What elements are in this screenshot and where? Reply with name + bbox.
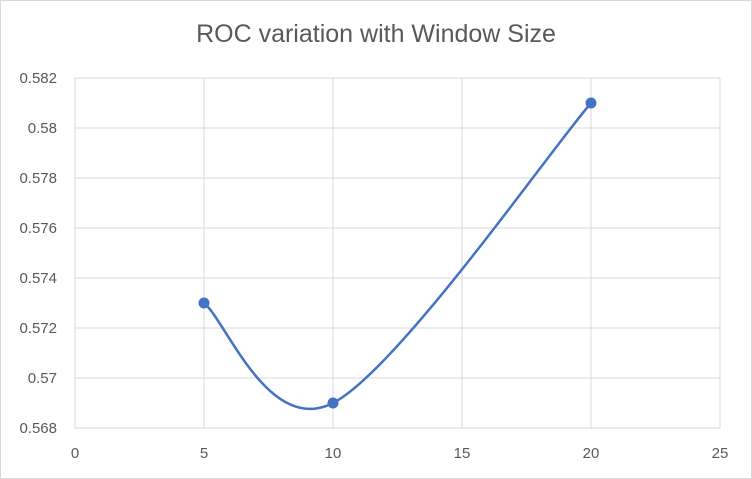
data-point bbox=[198, 297, 210, 309]
data-point bbox=[327, 397, 339, 409]
series-layer bbox=[198, 97, 597, 411]
y-tick-label: 0.574 bbox=[19, 270, 57, 287]
x-tick-label: 15 bbox=[454, 445, 471, 462]
y-tick-label: 0.568 bbox=[19, 420, 57, 437]
grid-layer bbox=[74, 77, 721, 429]
y-tick-label: 0.572 bbox=[19, 320, 57, 337]
x-tick-label: 25 bbox=[712, 445, 729, 462]
y-tick-label: 0.58 bbox=[28, 120, 57, 137]
y-tick-label: 0.576 bbox=[19, 220, 57, 237]
tick-label-layer: 0.568 0.57 0.572 0.574 0.576 0.578 0.58 0.582 0 5… bbox=[19, 70, 728, 462]
x-tick-label: 5 bbox=[200, 445, 208, 462]
y-tick-label: 0.578 bbox=[19, 170, 57, 187]
y-tick-label: 0.582 bbox=[19, 70, 57, 87]
chart-title: ROC variation with Window Size bbox=[196, 20, 556, 48]
series-line bbox=[203, 102, 592, 411]
x-tick-label: 0 bbox=[71, 445, 79, 462]
y-tick-label: 0.57 bbox=[28, 370, 57, 387]
x-tick-label: 10 bbox=[325, 445, 342, 462]
x-tick-label: 20 bbox=[583, 445, 600, 462]
data-point bbox=[585, 97, 597, 109]
